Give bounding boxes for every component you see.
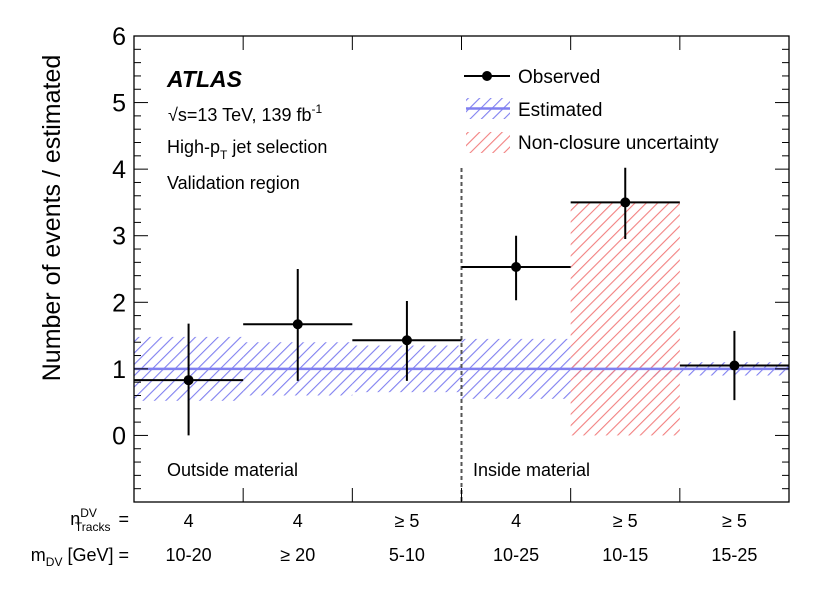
bin-label-ntracks: 4 xyxy=(293,511,303,531)
selection-sub: T xyxy=(220,148,228,162)
legend-nonclosure-label: Non-closure uncertainty xyxy=(518,133,719,154)
legend: Observed Estimated Non-closure uncertain… xyxy=(464,67,719,154)
energy-sup: -1 xyxy=(312,102,323,116)
y-tick-label: 5 xyxy=(112,90,126,118)
selection-main: High-p xyxy=(167,137,220,157)
row-label-ntracks: nDV Tracks = xyxy=(70,506,129,534)
observed-point xyxy=(511,262,522,273)
bin-label-ntracks: ≥ 5 xyxy=(722,511,747,531)
observed-point xyxy=(620,197,631,208)
bin-label-ntracks: ≥ 5 xyxy=(394,511,419,531)
observed-point xyxy=(729,360,740,371)
x-axis-ticks xyxy=(242,36,681,502)
row-label-mdv: mDV [GeV] = xyxy=(31,545,129,569)
bin-label-mdv: 10-20 xyxy=(166,545,212,565)
bin-labels: 4 10-20 4 ≥ 20 ≥ 5 5-10 4 10-25 ≥ 5 10-15 ≥ 5 15-25 xyxy=(166,511,758,565)
legend-estimated-label: Estimated xyxy=(518,100,602,121)
region-label-inside: Inside material xyxy=(473,460,590,480)
region-label-outside: Outside material xyxy=(167,460,298,480)
nonclosure-band xyxy=(570,202,680,436)
bin-label-mdv: ≥ 20 xyxy=(280,545,315,565)
observed-points xyxy=(134,167,789,436)
bin-label-ntracks: 4 xyxy=(511,511,521,531)
observed-point xyxy=(183,375,194,386)
bin-label-mdv: 5-10 xyxy=(389,545,425,565)
energy-label: √s=13 TeV, 139 fb-1 xyxy=(168,102,323,125)
sqrt-symbol: √ xyxy=(168,105,178,125)
selection-label: High-pT jet selection xyxy=(167,137,327,162)
y-tick-label: 2 xyxy=(112,289,126,317)
bin-label-mdv: 15-25 xyxy=(711,545,757,565)
y-axis: 0 1 2 3 4 5 6 xyxy=(112,23,789,503)
region-label: Validation region xyxy=(167,173,300,193)
bin-label-mdv: 10-25 xyxy=(493,545,539,565)
y-tick-label: 0 xyxy=(112,422,126,450)
bin-label-ntracks: 4 xyxy=(184,511,194,531)
legend-observed-label: Observed xyxy=(518,67,600,88)
estimate-lines xyxy=(134,168,789,502)
legend-nonclosure-swatch xyxy=(466,132,510,153)
y-tick-label: 4 xyxy=(112,156,126,184)
bin-label-mdv: 10-15 xyxy=(602,545,648,565)
observed-point xyxy=(401,335,412,346)
y-tick-label: 3 xyxy=(112,223,126,251)
energy-text: s=13 TeV, 139 fb xyxy=(178,105,312,125)
y-tick-label: 1 xyxy=(112,356,126,384)
legend-observed-marker xyxy=(482,71,492,81)
y-tick-label: 6 xyxy=(112,23,126,51)
experiment-label: ATLAS xyxy=(166,66,243,92)
selection-rest: jet selection xyxy=(227,137,327,157)
bin-label-ntracks: ≥ 5 xyxy=(613,511,638,531)
observed-point xyxy=(292,319,303,330)
y-axis-label: Number of events / estimated xyxy=(38,55,66,382)
